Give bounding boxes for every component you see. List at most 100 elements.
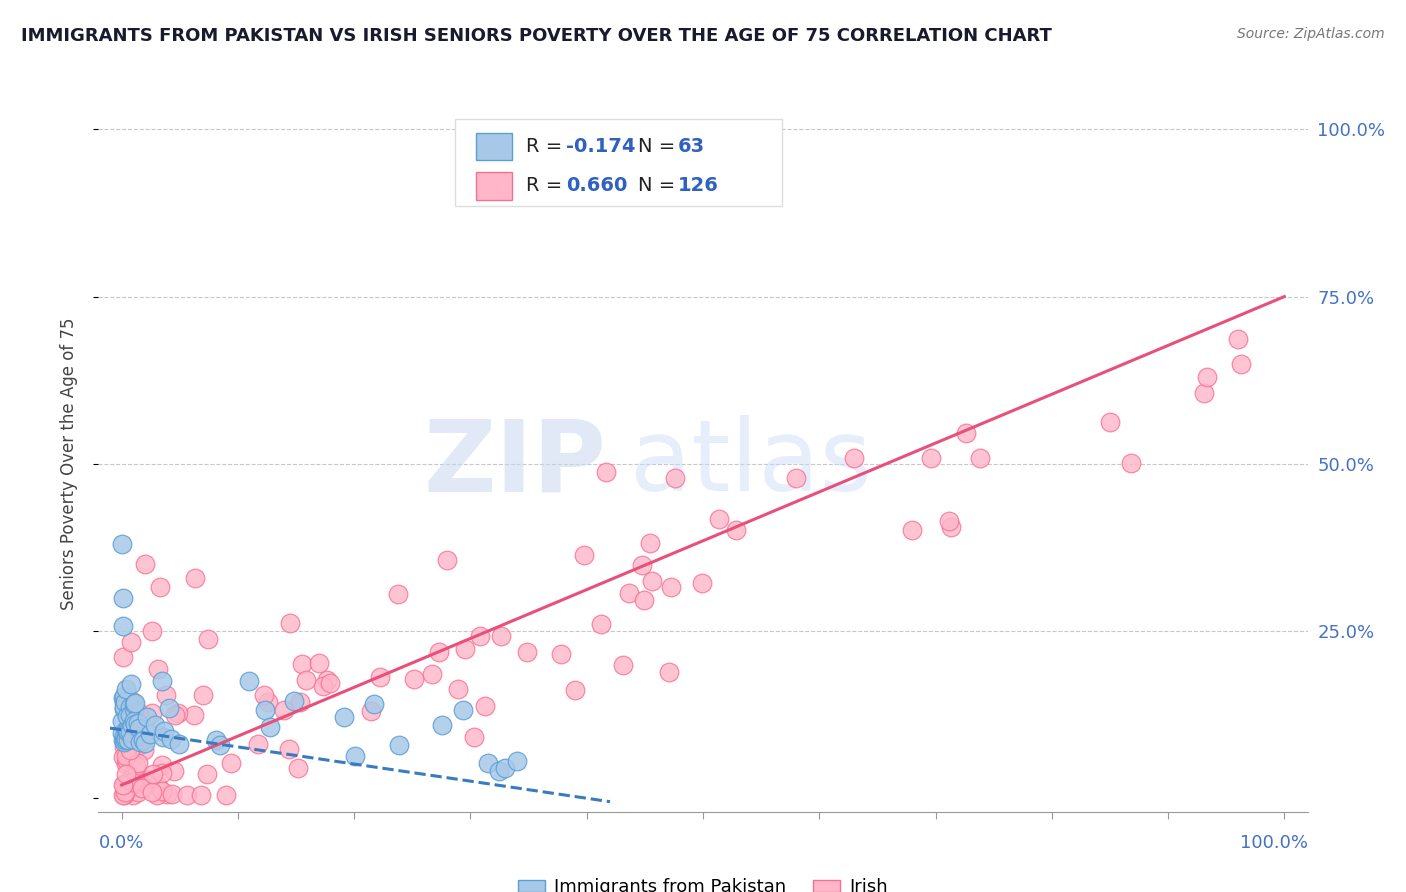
Point bbox=[969, 451, 991, 466]
Point bbox=[288, 694, 311, 708]
Point bbox=[115, 723, 138, 737]
Point bbox=[1099, 415, 1122, 429]
FancyBboxPatch shape bbox=[475, 172, 512, 200]
Point bbox=[291, 657, 314, 671]
Point bbox=[564, 683, 586, 698]
Point bbox=[121, 718, 143, 732]
Point bbox=[709, 512, 731, 526]
Point bbox=[447, 681, 470, 696]
Point bbox=[420, 667, 443, 681]
Point bbox=[387, 587, 409, 601]
Point bbox=[454, 642, 477, 657]
Point bbox=[659, 580, 682, 594]
Point bbox=[112, 788, 135, 802]
Point bbox=[1227, 332, 1250, 346]
Point bbox=[343, 749, 366, 764]
Point bbox=[506, 754, 529, 768]
Text: R =: R = bbox=[526, 137, 569, 156]
Point bbox=[312, 679, 335, 693]
Point bbox=[277, 741, 299, 756]
Text: R =: R = bbox=[526, 177, 569, 195]
Point bbox=[150, 674, 173, 689]
Text: 100.0%: 100.0% bbox=[1240, 834, 1308, 852]
Point bbox=[432, 718, 454, 732]
Point bbox=[308, 656, 330, 670]
Point bbox=[167, 706, 190, 721]
Point bbox=[112, 650, 135, 665]
Point bbox=[842, 451, 865, 466]
Point bbox=[146, 662, 169, 676]
Point bbox=[111, 691, 134, 706]
Point bbox=[124, 698, 146, 712]
Text: IMMIGRANTS FROM PAKISTAN VS IRISH SENIORS POVERTY OVER THE AGE OF 75 CORRELATION: IMMIGRANTS FROM PAKISTAN VS IRISH SENIOR… bbox=[21, 27, 1052, 45]
Point bbox=[474, 699, 496, 714]
Point bbox=[617, 585, 640, 599]
Point bbox=[901, 524, 924, 538]
Legend: Immigrants from Pakistan, Irish: Immigrants from Pakistan, Irish bbox=[510, 871, 896, 892]
Point bbox=[287, 761, 309, 775]
Point bbox=[195, 766, 218, 780]
Point bbox=[491, 629, 513, 643]
Point bbox=[316, 673, 339, 687]
Point bbox=[273, 703, 295, 717]
Y-axis label: Seniors Poverty Over the Age of 75: Seniors Poverty Over the Age of 75 bbox=[59, 318, 77, 610]
Point bbox=[127, 776, 149, 790]
Point bbox=[121, 740, 143, 755]
Point bbox=[197, 632, 219, 647]
Point bbox=[360, 704, 382, 718]
Point bbox=[724, 523, 747, 537]
Point bbox=[939, 520, 962, 534]
Point bbox=[112, 740, 135, 755]
Point bbox=[155, 688, 177, 702]
Point bbox=[238, 674, 260, 689]
Point bbox=[128, 721, 150, 735]
Point bbox=[121, 694, 143, 708]
Point bbox=[141, 624, 163, 639]
Point bbox=[785, 471, 807, 485]
Point bbox=[114, 748, 136, 763]
Point bbox=[402, 672, 425, 686]
Text: 63: 63 bbox=[678, 137, 704, 156]
Point bbox=[115, 777, 138, 791]
Point bbox=[112, 750, 135, 764]
Point bbox=[516, 646, 538, 660]
Point bbox=[146, 788, 169, 802]
Point bbox=[388, 738, 411, 752]
Text: 126: 126 bbox=[678, 177, 718, 195]
Point bbox=[253, 703, 276, 717]
Point bbox=[658, 665, 681, 679]
Point bbox=[124, 721, 146, 735]
Point bbox=[114, 732, 136, 747]
Point bbox=[163, 708, 186, 723]
Point bbox=[127, 716, 149, 731]
Point bbox=[115, 756, 138, 771]
Point bbox=[129, 735, 152, 749]
Point bbox=[690, 575, 713, 590]
Point bbox=[333, 710, 356, 724]
Point bbox=[1195, 370, 1218, 384]
Point bbox=[127, 756, 149, 771]
Point bbox=[118, 728, 141, 742]
Point bbox=[136, 777, 159, 791]
Point bbox=[134, 743, 156, 757]
Point bbox=[143, 718, 166, 732]
Point bbox=[156, 787, 179, 801]
Point bbox=[115, 724, 138, 739]
Point bbox=[120, 742, 142, 756]
Point bbox=[128, 739, 150, 753]
Point bbox=[111, 788, 134, 802]
Point bbox=[122, 788, 145, 802]
Point bbox=[184, 571, 207, 585]
Point bbox=[127, 705, 149, 719]
Point bbox=[152, 757, 174, 772]
Point bbox=[114, 702, 136, 716]
Point bbox=[152, 731, 174, 745]
Point bbox=[283, 694, 305, 708]
Text: N =: N = bbox=[638, 137, 681, 156]
Point bbox=[1230, 357, 1253, 371]
Text: N =: N = bbox=[638, 177, 681, 195]
Point bbox=[612, 658, 634, 673]
Text: 0.660: 0.660 bbox=[567, 177, 627, 195]
Point bbox=[159, 731, 181, 746]
Point bbox=[160, 787, 183, 801]
